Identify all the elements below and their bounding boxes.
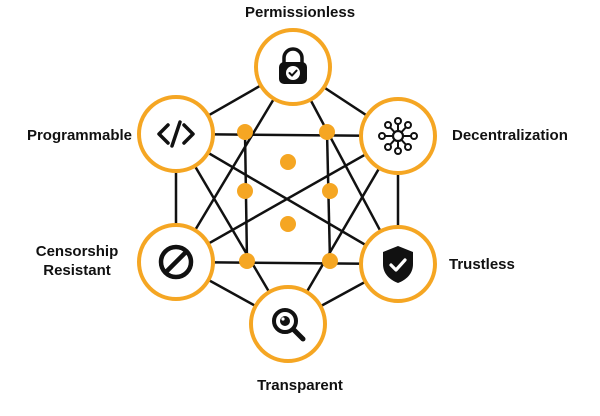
junction-dot — [280, 154, 296, 170]
junction-dot — [280, 216, 296, 232]
label-programmable: Programmable — [26, 127, 132, 144]
feature-nodes — [137, 28, 437, 363]
junction-dot — [319, 124, 335, 140]
lock-check-icon — [279, 47, 307, 84]
code-brackets-icon — [157, 120, 195, 148]
junction-dot — [237, 124, 253, 140]
label-trustless: Trustless — [449, 256, 515, 273]
junction-dot — [322, 253, 338, 269]
prohibited-icon — [158, 244, 194, 280]
label-transparent: Transparent — [257, 377, 343, 394]
label-permissionless: Permissionless — [244, 4, 356, 21]
node-permissionless — [254, 28, 332, 106]
junction-dot — [237, 183, 253, 199]
node-trustless — [359, 225, 437, 303]
edge-censorship-decentralization — [175, 134, 399, 264]
magnifier-icon — [272, 308, 306, 342]
shield-check-icon — [383, 246, 413, 283]
node-programmable — [137, 95, 215, 173]
node-decentralization — [359, 97, 437, 175]
node-censorship — [137, 223, 215, 301]
junction-dot — [322, 183, 338, 199]
label-decentralization: Decentralization — [452, 127, 568, 144]
network-hub-icon — [378, 117, 418, 155]
label-censorship-text: Censorship Resistant — [35, 243, 119, 279]
junction-dots — [237, 124, 338, 269]
label-censorship-resistant: Censorship Resistant — [22, 242, 132, 280]
node-transparent — [249, 285, 327, 363]
junction-dot — [239, 253, 255, 269]
